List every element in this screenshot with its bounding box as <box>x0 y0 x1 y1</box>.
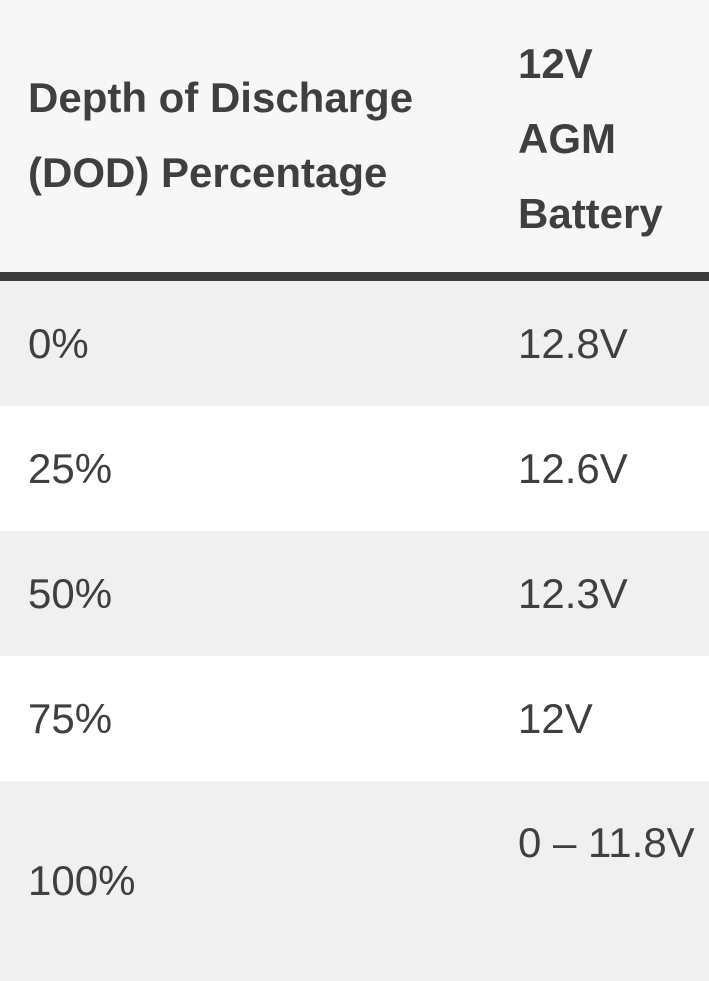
dod-cell: 50% <box>28 570 113 617</box>
voltage-cell: 0 – 11.8V <box>518 819 695 866</box>
voltage-cell: 12.3V <box>518 570 628 617</box>
table-row: 75% 12V <box>0 656 709 781</box>
table-row: 100% 0 – 11.8V <box>0 781 709 981</box>
table-row: 50% 12.3V <box>0 531 709 656</box>
dod-cell: 100% <box>28 857 136 904</box>
header-divider <box>0 272 709 281</box>
dod-cell: 75% <box>28 695 113 742</box>
table-row: 0% 12.8V <box>0 281 709 406</box>
header-agm-battery: 12V AGM Battery <box>518 40 663 237</box>
table-row: 25% 12.6V <box>0 406 709 531</box>
dod-cell: 25% <box>28 445 113 492</box>
voltage-cell: 12.6V <box>518 445 628 492</box>
header-dod-percentage: Depth of Discharge (DOD) Percentage <box>28 74 414 196</box>
dod-cell: 0% <box>28 320 89 367</box>
table-header: Depth of Discharge (DOD) Percentage 12V … <box>0 0 709 272</box>
voltage-cell: 12.8V <box>518 320 628 367</box>
voltage-cell: 12V <box>518 695 593 742</box>
